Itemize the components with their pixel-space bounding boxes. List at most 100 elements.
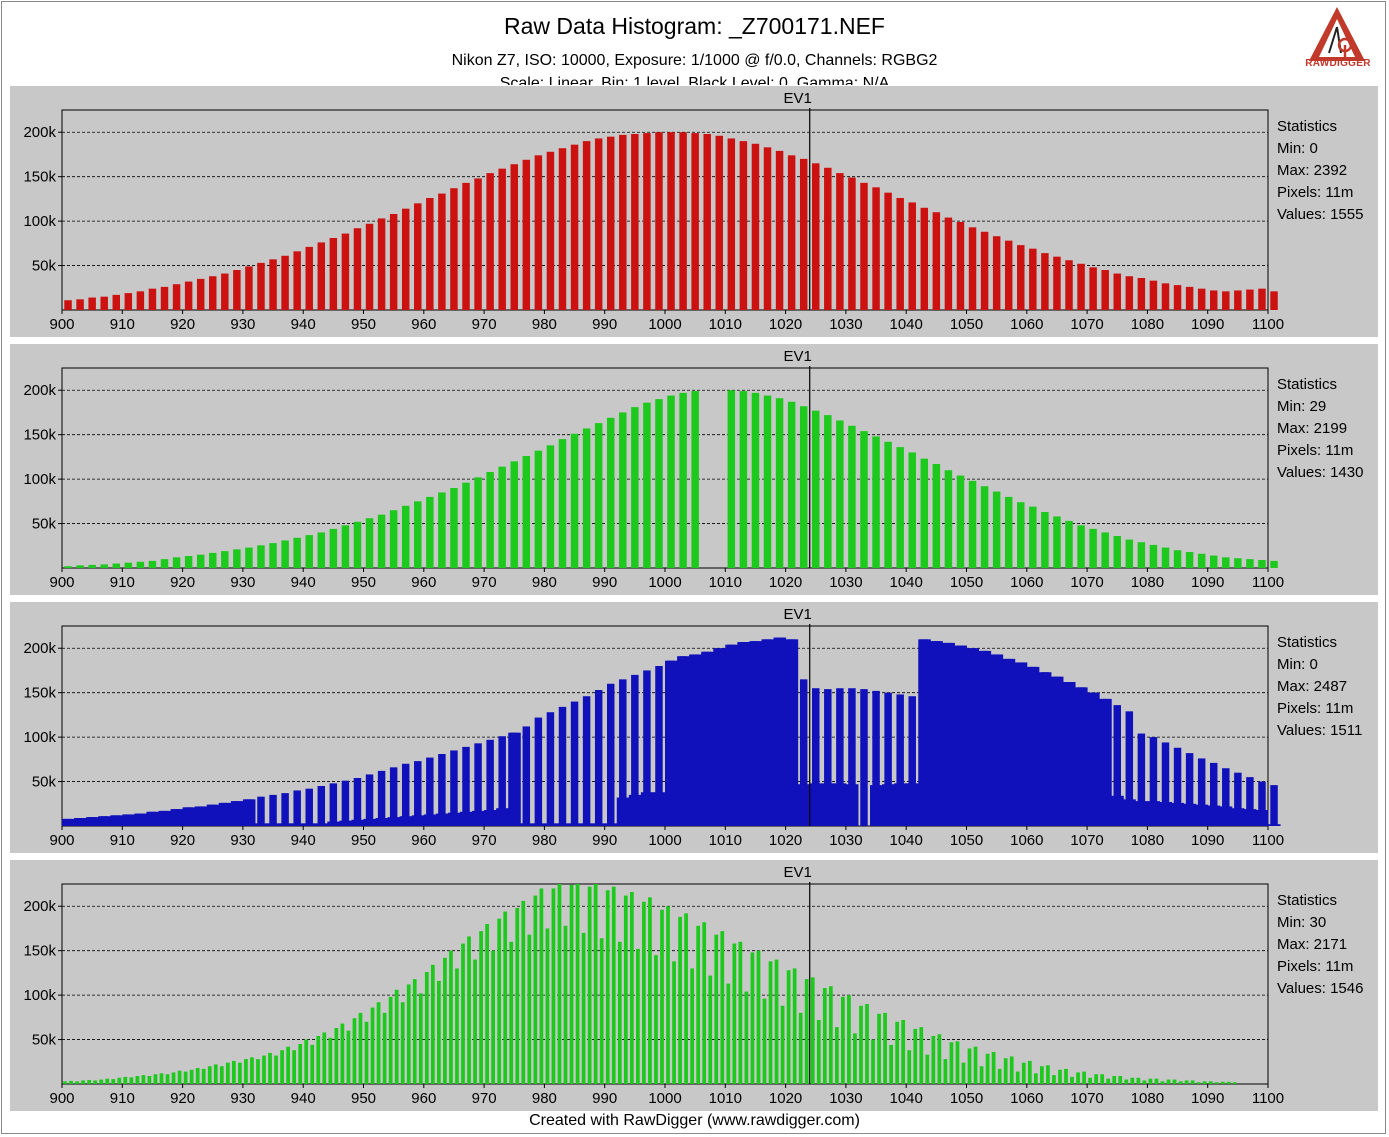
x-tick-label: 960 (411, 316, 436, 333)
histogram-bar (836, 688, 844, 826)
y-tick-label: 100k (23, 471, 56, 488)
histogram-bar (426, 496, 434, 568)
histogram-fill (604, 823, 618, 826)
histogram-fill (387, 817, 401, 826)
histogram-fill (580, 823, 594, 826)
histogram-bar (123, 1076, 128, 1084)
histogram-fill (1171, 802, 1185, 826)
x-tick-label: 920 (170, 832, 195, 849)
histogram-fill (701, 651, 714, 826)
y-tick-label: 200k (23, 898, 56, 915)
histogram-bar (1270, 291, 1278, 310)
histogram-bar (233, 549, 241, 568)
histogram-bar (956, 222, 965, 310)
histogram-bar (558, 439, 567, 568)
histogram-fill (1195, 804, 1209, 826)
x-tick-label: 970 (472, 316, 497, 333)
x-tick-label: 920 (170, 1090, 195, 1107)
histogram-bar (1029, 506, 1037, 568)
histogram-bar (1161, 283, 1170, 310)
histogram-bar (1161, 547, 1170, 568)
histogram-bar (751, 143, 760, 310)
histogram-fill (954, 645, 967, 826)
histogram-fill (435, 813, 449, 826)
histogram-fill (351, 819, 364, 826)
histogram-fill (918, 639, 931, 826)
y-tick-label: 100k (23, 987, 56, 1004)
histogram-bar (473, 959, 477, 1084)
y-tick-label: 50k (32, 1032, 57, 1049)
y-tick-label: 150k (23, 427, 56, 444)
histogram-bar (702, 922, 707, 1084)
histogram-fill (194, 806, 208, 826)
histogram-fill (1147, 801, 1160, 826)
histogram-bar (1214, 1082, 1219, 1084)
x-tick-label: 910 (110, 832, 135, 849)
histogram-bar (269, 794, 277, 826)
histogram-bar (949, 1042, 954, 1084)
histogram-bar (889, 1044, 893, 1084)
histogram-bar (629, 892, 634, 1084)
footer-credit: Created with RawDigger (www.rawdigger.co… (529, 1112, 860, 1129)
histogram-bar (1053, 256, 1061, 310)
histogram-fill (327, 821, 340, 826)
histogram-bar (317, 532, 326, 568)
histogram-bar (655, 399, 663, 568)
histogram-bar (160, 559, 169, 568)
histogram-bar (304, 1039, 309, 1084)
histogram-bar (1124, 1079, 1129, 1084)
x-tick-label: 980 (532, 316, 557, 333)
histogram-fill (375, 818, 389, 826)
histogram-bar (968, 480, 977, 568)
histogram-bar (100, 564, 108, 568)
x-tick-label: 1060 (1010, 574, 1043, 591)
histogram-bar (691, 133, 699, 310)
histogram-bar (908, 452, 916, 568)
histogram-bar (944, 470, 953, 568)
histogram-bar (1172, 1079, 1177, 1084)
histogram-bar (1222, 291, 1230, 310)
histogram-panel-g2: 50k 100k 150k 200k 900 910 920 930 940 950 960 970 9… (10, 860, 1378, 1111)
histogram-fill (713, 648, 726, 826)
histogram-bar (896, 198, 904, 310)
histogram-fill (1026, 666, 1040, 826)
histogram-bar (225, 1062, 230, 1084)
y-tick-label: 200k (23, 124, 56, 141)
histogram-fill (170, 809, 184, 826)
x-tick-label: 980 (532, 832, 557, 849)
histogram-bar (691, 391, 699, 568)
histogram-bar (1166, 1079, 1171, 1084)
histogram-bar (582, 141, 591, 310)
histogram-bar (1070, 1076, 1074, 1084)
histogram-bar (76, 299, 84, 310)
histogram-bar (1149, 737, 1158, 826)
histogram-bar (913, 1028, 918, 1084)
histogram-bar (1125, 276, 1134, 310)
histogram-bar (1161, 742, 1170, 826)
histogram-bar (853, 1033, 857, 1084)
histogram-bar (317, 242, 326, 310)
histogram-bar (310, 1044, 315, 1084)
histogram-bar (1220, 1081, 1225, 1084)
histogram-bar (908, 696, 916, 826)
histogram-bar (358, 1012, 363, 1084)
histogram-bar (739, 141, 748, 310)
histogram-bar (389, 214, 398, 310)
histogram-bar (522, 159, 531, 310)
histogram-bar (750, 952, 755, 1084)
histogram-bar (437, 980, 441, 1084)
histogram-bar (105, 1078, 110, 1084)
histogram-fill (303, 823, 316, 826)
histogram-bar (1246, 777, 1254, 826)
x-tick-label: 940 (291, 316, 316, 333)
x-tick-label: 1070 (1070, 1090, 1103, 1107)
histogram-bar (997, 1068, 1002, 1084)
histogram-bar (1004, 240, 1013, 310)
histogram-bar (1209, 290, 1218, 310)
histogram-fill (206, 804, 220, 826)
histogram-bar (111, 1079, 116, 1084)
histogram-bar (99, 1079, 104, 1084)
histogram-bar (570, 701, 579, 826)
histogram-bar (498, 736, 506, 826)
histogram-bar (305, 535, 313, 568)
